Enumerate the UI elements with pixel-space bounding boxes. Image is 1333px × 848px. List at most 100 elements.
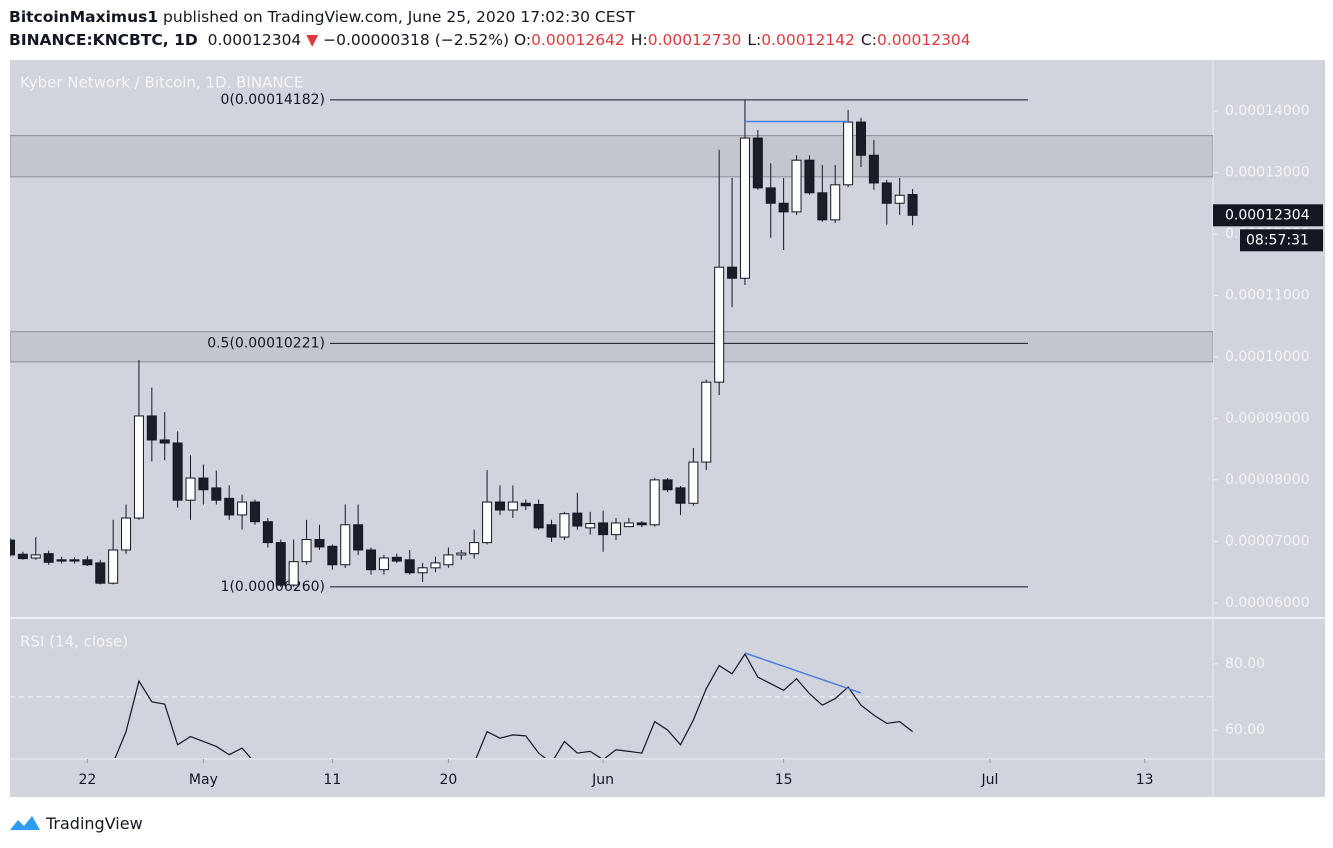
x-tick-label: Jul <box>980 772 998 788</box>
axes: 22 May 11 20 Jun 15 Jul 13 0.00006000 0.00007000 0… <box>78 103 1323 788</box>
fib-label: 1(0.00006260) <box>221 579 325 595</box>
candle-body <box>817 192 828 221</box>
ohlc: O:0.00012642 H:0.00012730 L:0.00012142 C:0.… <box>514 31 977 49</box>
rsi-line <box>114 652 913 758</box>
candle-body <box>830 184 841 221</box>
candle-body <box>855 121 866 156</box>
candle-body <box>198 477 209 491</box>
y-tick-label: 80.00 <box>1225 656 1265 672</box>
candle-body <box>636 522 647 526</box>
candle-body <box>752 137 763 189</box>
candle-body <box>82 559 93 566</box>
candle-body <box>778 202 789 213</box>
brand: TradingView <box>46 813 143 833</box>
candle-body <box>366 549 377 571</box>
candle-body <box>327 545 338 566</box>
candle-body <box>507 501 518 511</box>
candle-body <box>675 487 686 504</box>
y-tick-label: 0.00006000 <box>1225 595 1310 611</box>
candle-body <box>340 524 351 566</box>
y-tick-label: 0.00014000 <box>1225 103 1310 119</box>
candle-body <box>10 539 15 556</box>
candle-body <box>275 542 286 586</box>
header-line: BINANCE:KNCBTC, 1D 0.00012304 ▼ −0.00000… <box>9 29 977 52</box>
candle-body <box>262 521 273 544</box>
candle-body <box>469 542 480 555</box>
trend-line <box>744 652 862 694</box>
countdown-box <box>1240 229 1323 252</box>
candle-body <box>494 501 505 511</box>
candle-body <box>185 477 196 501</box>
candle-body <box>623 522 634 528</box>
chart: 0(0.00014182) 0.5(0.00010221) 1(0.00006260… <box>10 60 1325 797</box>
symbol: BINANCE:KNCBTC, 1D <box>9 31 198 49</box>
candle-body <box>133 415 144 519</box>
x-tick-label: 22 <box>78 772 96 788</box>
candle-body <box>237 501 248 516</box>
candle-body <box>546 524 557 538</box>
ohlc-value: 0.00012304 <box>876 31 971 49</box>
candle-body <box>598 522 609 536</box>
y-tick-label: 60.00 <box>1225 722 1265 738</box>
candle-body <box>43 553 54 563</box>
fib-label: 0(0.00014182) <box>221 92 325 108</box>
last-price-label: 0.00012304 <box>1225 207 1310 223</box>
candle-body <box>572 512 583 527</box>
arrow: ▼ <box>306 31 319 49</box>
candle-body <box>108 549 119 584</box>
candle-body <box>249 501 260 523</box>
candle-body <box>868 154 879 184</box>
candle-body <box>353 524 364 551</box>
candle-body <box>30 554 41 559</box>
footer: TradingView <box>8 812 143 834</box>
last: 0.00012304 <box>207 31 302 49</box>
price-pane: 0(0.00014182) 0.5(0.00010221) 1(0.00006260… <box>10 92 1213 595</box>
ohlc-value: 0.00012642 <box>531 31 625 49</box>
zone <box>10 331 1213 363</box>
chart-title: Kyber Network / Bitcoin, 1D, BINANCE <box>20 74 304 92</box>
candle-body <box>56 559 67 562</box>
candle-body <box>391 556 402 562</box>
candle-body <box>224 497 235 516</box>
y-tick-label: 0.00009000 <box>1225 410 1310 426</box>
fib-label: 0.5(0.00010221) <box>207 335 325 351</box>
rsi-title: RSI (14, close) <box>20 633 128 651</box>
candle-body <box>791 159 802 213</box>
y-tick-label: 0.00011000 <box>1225 287 1310 303</box>
x-tick-label: 15 <box>775 772 793 788</box>
y-tick-label: 0.00010000 <box>1225 349 1310 365</box>
candle-body <box>159 439 170 444</box>
x-tick-label: Jun <box>591 772 614 788</box>
candle-body <box>649 479 660 526</box>
y-tick-label: 0.00013000 <box>1225 165 1310 181</box>
candle-body <box>211 487 222 501</box>
y-tick-label: 0.00008000 <box>1225 472 1310 488</box>
candle-body <box>881 182 892 204</box>
candle-body <box>430 562 441 569</box>
countdown: 08:57:31 <box>1246 232 1309 248</box>
candle-body <box>533 503 544 529</box>
rsi-pane <box>10 652 1213 758</box>
ohlc-key: O: <box>513 31 532 49</box>
candle-body <box>146 415 157 441</box>
last-price-box <box>1213 204 1323 227</box>
candle-body <box>417 567 428 574</box>
candle-body <box>17 553 28 560</box>
candle-body <box>443 554 454 566</box>
candle-body <box>301 539 312 563</box>
candle-body <box>288 561 299 586</box>
candle-body <box>894 194 905 204</box>
candle-body <box>121 517 132 551</box>
candle-body <box>585 523 596 529</box>
x-tick-label: 13 <box>1136 772 1154 788</box>
candle-body <box>314 539 325 548</box>
logo <box>10 816 40 830</box>
chart-background <box>10 60 1325 797</box>
candle-body <box>727 266 738 279</box>
candle-body <box>907 194 918 216</box>
author: BitcoinMaximus1 <box>9 8 159 26</box>
candle-body <box>482 501 493 544</box>
candle-body <box>765 187 776 204</box>
candle-body <box>404 559 415 574</box>
